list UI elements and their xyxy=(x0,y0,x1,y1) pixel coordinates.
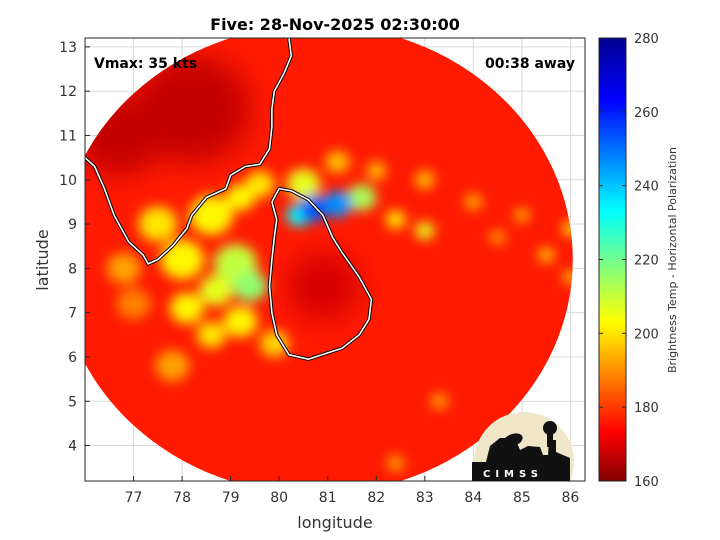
chart-title: Five: 28-Nov-2025 02:30:00 xyxy=(210,15,460,34)
x-tick-label: 85 xyxy=(513,490,531,506)
cloud-feature xyxy=(464,193,483,210)
cloud-feature xyxy=(286,168,321,200)
colorbar-tick-label: 180 xyxy=(634,401,659,416)
x-axis-ticks: 77 78 79 80 81 82 83 84 85 86 xyxy=(125,476,580,506)
warm-region xyxy=(133,55,251,163)
cloud-feature xyxy=(138,206,178,242)
cloud-feature xyxy=(155,350,190,382)
x-tick-label: 79 xyxy=(222,490,240,506)
y-axis-label: latitude xyxy=(33,229,52,290)
x-tick-label: 80 xyxy=(270,490,288,506)
cloud-feature xyxy=(116,288,151,320)
cloud-feature xyxy=(225,184,255,211)
cloud-feature xyxy=(366,162,386,180)
time-away-annotation: 00:38 away xyxy=(485,56,575,72)
vmax-annotation: Vmax: 35 kts xyxy=(94,56,197,72)
cloud-feature xyxy=(160,239,204,280)
cimss-logo: CIMSS xyxy=(472,412,574,481)
colorbar-tick-label: 220 xyxy=(634,254,659,269)
colorbar-tick-label: 200 xyxy=(634,327,659,342)
colorbar-tick-label: 160 xyxy=(634,475,659,490)
y-tick-label: 9 xyxy=(68,217,77,233)
logo-text: CIMSS xyxy=(483,469,543,480)
cloud-feature xyxy=(106,252,141,284)
logo-silhouette xyxy=(472,438,570,481)
y-tick-label: 5 xyxy=(68,394,77,410)
cloud-feature xyxy=(199,275,234,307)
warm-region xyxy=(286,252,360,320)
y-tick-label: 13 xyxy=(59,40,77,56)
y-tick-label: 11 xyxy=(59,128,77,144)
cloud-feature xyxy=(415,221,435,240)
x-tick-label: 84 xyxy=(464,490,482,506)
india-coastline xyxy=(85,38,293,265)
colorbar-ticks: 160 180 200 220 240 260 280 xyxy=(599,32,659,490)
cloud-feature xyxy=(298,195,328,222)
x-tick-label: 83 xyxy=(416,490,434,506)
sri-lanka-coastline xyxy=(268,187,373,360)
y-tick-label: 8 xyxy=(68,261,77,277)
swath-layer xyxy=(85,38,573,481)
x-tick-label: 77 xyxy=(125,490,143,506)
cloud-feature xyxy=(233,270,268,302)
colorbar-tick-label: 280 xyxy=(634,32,659,47)
y-tick-label: 12 xyxy=(59,84,77,100)
cloud-feature xyxy=(563,271,573,284)
cloud-feature xyxy=(489,230,506,245)
cloud-feature xyxy=(169,292,204,324)
cloud-feature xyxy=(538,247,554,263)
swath-content xyxy=(85,38,573,481)
cloud-feature xyxy=(386,455,405,472)
cloud-feature xyxy=(322,190,352,218)
cloud-feature xyxy=(415,170,435,189)
colorbar xyxy=(598,37,627,482)
x-tick-label: 86 xyxy=(562,490,580,506)
cloud-feature xyxy=(514,208,530,223)
cloud-feature xyxy=(196,321,226,349)
colorbar-tick-label: 240 xyxy=(634,180,659,195)
y-tick-label: 6 xyxy=(68,350,77,366)
cloud-feature xyxy=(347,184,377,211)
cloud-feature xyxy=(430,393,449,410)
plot-frame xyxy=(84,37,586,482)
cloud-feature xyxy=(385,210,406,229)
x-tick-label: 81 xyxy=(319,490,337,506)
coastlines xyxy=(85,38,374,361)
x-axis-label: longitude xyxy=(297,513,372,532)
cloud-feature xyxy=(562,221,573,236)
cloud-feature xyxy=(189,195,234,236)
x-tick-label: 82 xyxy=(367,490,385,506)
y-tick-label: 7 xyxy=(68,306,77,322)
logo-water-tower xyxy=(543,421,557,435)
colorbar-label: Brightness Temp - Horizontal Polarizatio… xyxy=(666,147,679,373)
brightness-temperature-swath xyxy=(85,38,573,481)
y-axis-ticks: 4 5 6 7 8 9 10 11 12 13 xyxy=(59,40,90,455)
cloud-feature xyxy=(223,306,258,338)
colorbar-tick-label: 260 xyxy=(634,106,659,121)
x-tick-label: 78 xyxy=(173,490,191,506)
y-tick-label: 10 xyxy=(59,173,77,189)
cloud-feature xyxy=(259,330,289,357)
cloud-feature xyxy=(325,150,350,174)
y-tick-label: 4 xyxy=(68,439,77,455)
